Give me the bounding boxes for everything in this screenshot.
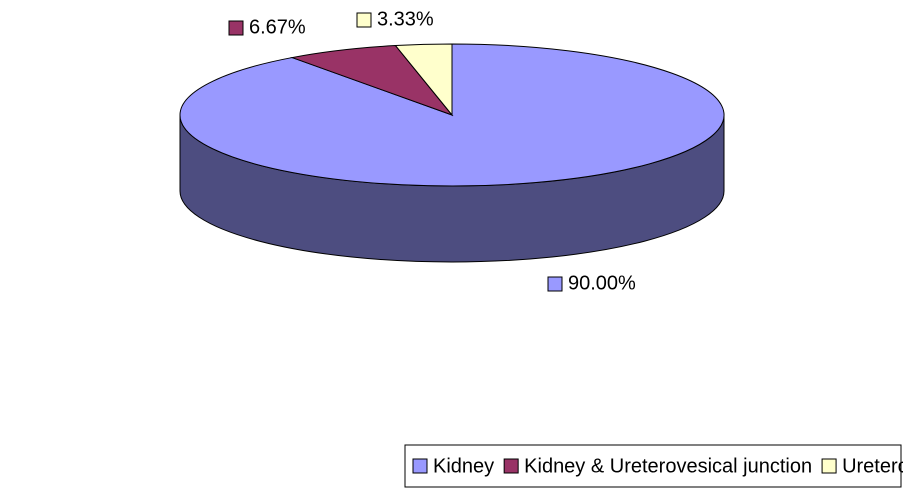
data-label: 6.67% (249, 16, 306, 38)
legend-swatch (412, 458, 428, 474)
legend (404, 444, 902, 488)
data-label: 3.33% (377, 8, 434, 30)
legend-swatch (503, 458, 519, 474)
legend-label: Ureterovesical junction (842, 455, 903, 477)
pie-slice (394, 43, 453, 117)
label-swatch (228, 20, 244, 36)
data-label: 90.00% (568, 272, 636, 294)
label-swatch (547, 276, 563, 292)
pie-slice (290, 45, 454, 117)
legend-label: Kidney (433, 455, 494, 477)
label-swatch (356, 12, 372, 28)
legend-swatch (821, 458, 837, 474)
legend-label: Kidney & Ureterovesical junction (524, 455, 812, 477)
